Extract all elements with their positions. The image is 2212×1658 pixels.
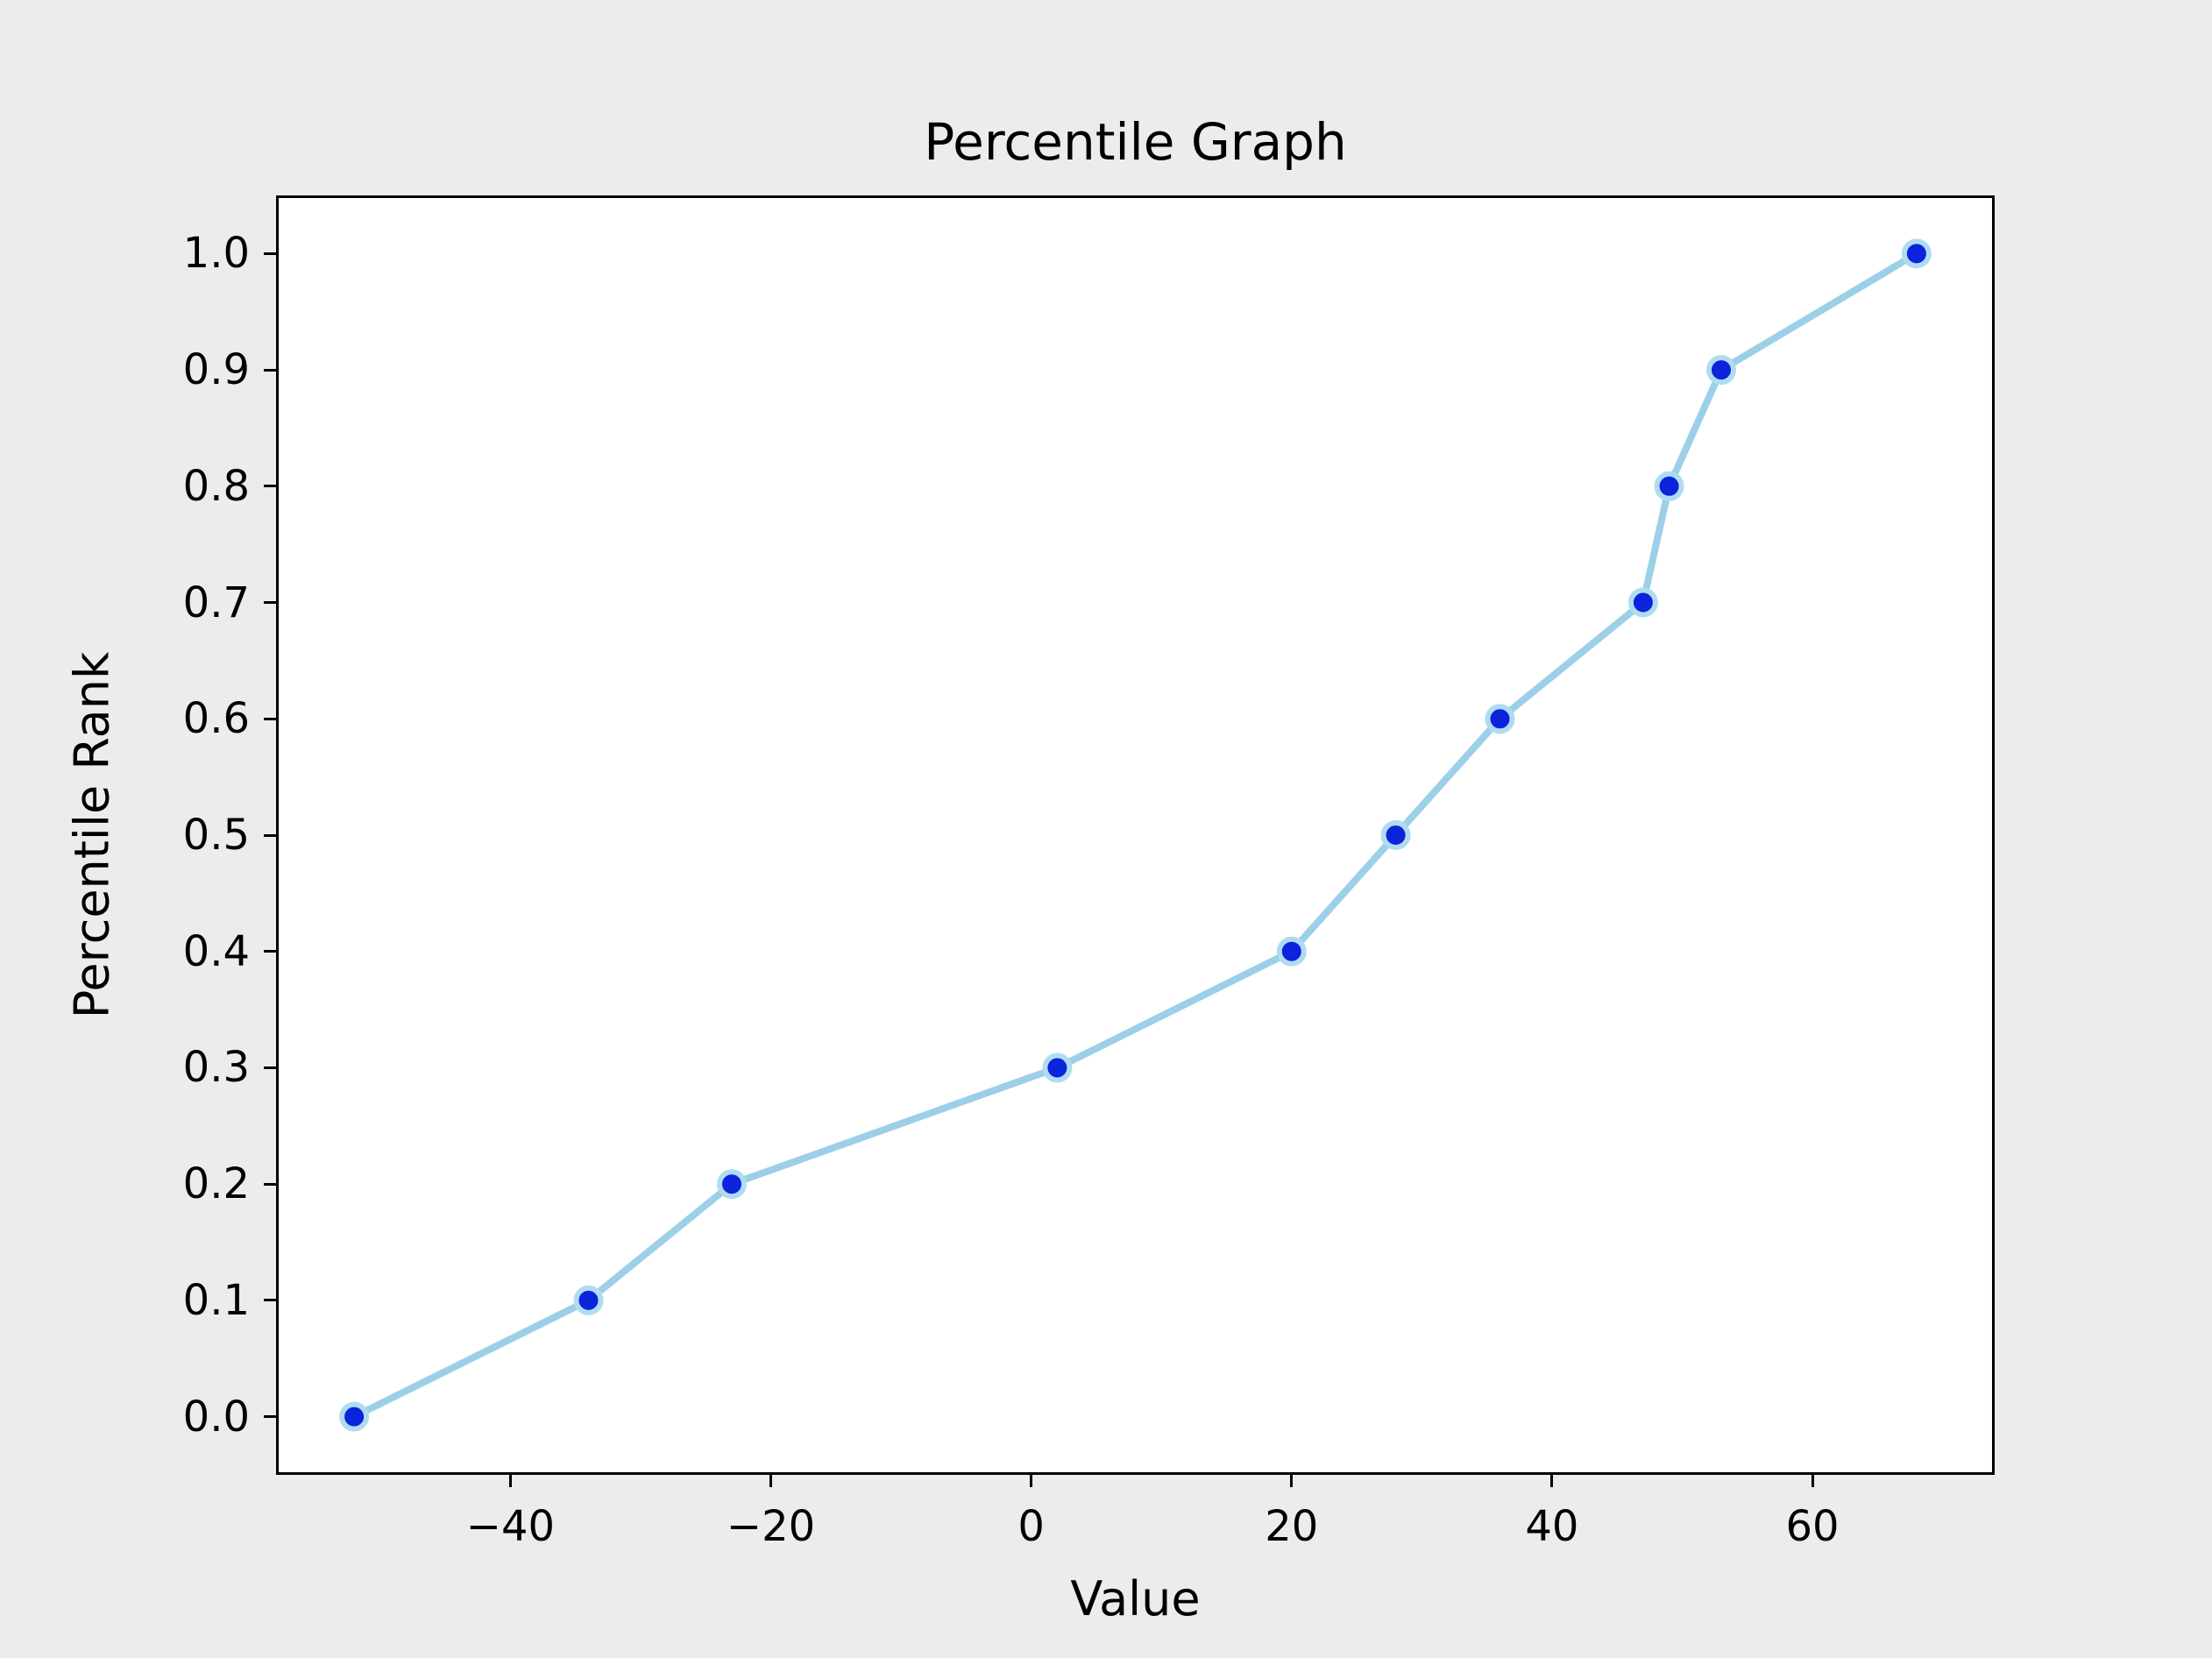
- x-tick: [508, 1475, 512, 1487]
- x-tick-label: 0: [1017, 1502, 1045, 1551]
- plot-area: [276, 195, 1995, 1475]
- y-tick: [264, 1066, 276, 1069]
- x-tick-label: −40: [465, 1502, 556, 1551]
- y-tick-label: 1.0: [182, 229, 250, 279]
- x-tick: [769, 1475, 773, 1487]
- y-tick: [264, 1182, 276, 1186]
- y-tick: [264, 833, 276, 837]
- y-tick: [264, 601, 276, 605]
- data-point: [1485, 704, 1515, 734]
- data-point: [339, 1401, 370, 1432]
- y-tick: [264, 717, 276, 720]
- x-tick: [1550, 1475, 1554, 1487]
- data-point: [1042, 1052, 1073, 1083]
- y-tick-label: 0.8: [182, 461, 250, 511]
- y-tick: [264, 950, 276, 953]
- y-tick-label: 0.5: [182, 811, 250, 860]
- x-tick: [1290, 1475, 1294, 1487]
- y-tick-label: 0.9: [182, 345, 250, 395]
- data-point: [1654, 471, 1684, 501]
- x-tick-label: −20: [726, 1502, 816, 1551]
- x-axis-label: Value: [1070, 1571, 1201, 1626]
- chart-title: Percentile Graph: [924, 112, 1347, 172]
- y-tick-label: 0.4: [182, 926, 250, 976]
- x-tick: [1030, 1475, 1033, 1487]
- y-tick: [264, 368, 276, 372]
- data-point: [1706, 355, 1736, 386]
- y-tick-label: 0.2: [182, 1159, 250, 1209]
- data-point: [573, 1285, 604, 1315]
- y-tick: [264, 485, 276, 488]
- y-tick-label: 0.1: [182, 1275, 250, 1325]
- data-point: [1627, 587, 1658, 618]
- y-tick-label: 0.7: [182, 577, 250, 627]
- y-tick-label: 0.0: [182, 1392, 250, 1442]
- y-tick: [264, 1415, 276, 1419]
- data-point: [1901, 238, 1932, 269]
- y-tick-label: 0.3: [182, 1043, 250, 1093]
- data-point: [717, 1169, 747, 1200]
- data-point: [1380, 820, 1411, 850]
- data-series-svg: [339, 238, 1932, 1432]
- data-line: [351, 250, 1920, 1421]
- y-tick: [264, 1299, 276, 1302]
- data-point: [1276, 936, 1307, 967]
- x-tick: [1811, 1475, 1814, 1487]
- y-tick-label: 0.6: [182, 694, 250, 744]
- y-tick: [264, 252, 276, 255]
- x-tick-label: 20: [1265, 1502, 1319, 1551]
- x-tick-label: 60: [1785, 1502, 1840, 1551]
- y-axis-label: Percentile Rank: [64, 651, 120, 1019]
- x-tick-label: 40: [1525, 1502, 1579, 1551]
